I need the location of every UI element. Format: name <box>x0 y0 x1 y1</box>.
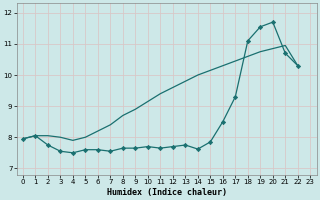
X-axis label: Humidex (Indice chaleur): Humidex (Indice chaleur) <box>107 188 227 197</box>
